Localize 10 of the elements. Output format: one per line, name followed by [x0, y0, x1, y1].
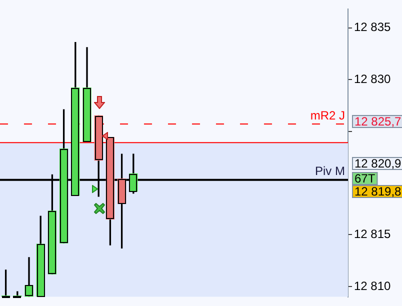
ref-line-label: Piv M	[315, 164, 346, 178]
y-tick-label: 12 815	[354, 227, 392, 242]
ref-line-label: mR2 J	[310, 108, 345, 122]
y-tick-label: 12 830	[354, 72, 392, 86]
text: 67T	[354, 171, 376, 186]
y-tick-label: 12 835	[354, 20, 392, 34]
y-tick-label: 12 810	[354, 278, 392, 293]
text: 12 819,8	[354, 184, 402, 198]
text: 12 825,7	[354, 114, 402, 128]
text: 12 820,9	[354, 156, 402, 170]
